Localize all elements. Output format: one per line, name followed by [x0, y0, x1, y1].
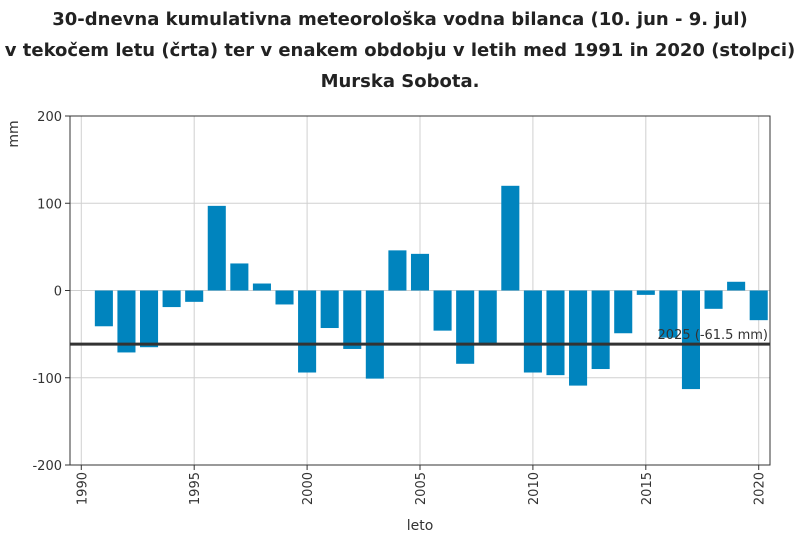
- x-tick-label: 2010: [527, 472, 542, 505]
- title-line-3: Murska Sobota.: [320, 71, 480, 92]
- y-tick-label: -200: [32, 459, 62, 474]
- bar: [749, 290, 768, 321]
- y-tick-label: -100: [32, 372, 62, 387]
- y-tick-label: 0: [54, 285, 62, 300]
- bar: [117, 290, 136, 353]
- bar: [636, 290, 655, 295]
- x-tick-label: 1990: [75, 472, 90, 505]
- y-tick-label: 100: [37, 197, 62, 212]
- bar: [591, 290, 610, 370]
- bar: [681, 290, 700, 390]
- bar: [320, 290, 339, 329]
- chart-title: 30-dnevna kumulativna meteorološka vodna…: [0, 4, 800, 97]
- reference-line-label: 2025 (-61.5 mm): [658, 328, 768, 343]
- bar: [343, 290, 362, 349]
- bars: [94, 185, 768, 390]
- bar: [185, 290, 204, 302]
- bar: [501, 185, 520, 291]
- x-tick-label: 2015: [640, 472, 655, 505]
- x-tick-label: 2000: [301, 472, 316, 505]
- bar: [478, 290, 497, 344]
- x-axis-label: leto: [407, 518, 434, 534]
- bar: [569, 290, 588, 386]
- bar: [230, 263, 249, 291]
- bar: [298, 290, 317, 373]
- y-axis-label: mm: [6, 120, 22, 147]
- bar: [456, 290, 475, 364]
- x-tick-label: 2005: [414, 472, 429, 505]
- bar: [162, 290, 181, 308]
- x-tick-label: 1995: [188, 472, 203, 505]
- bar: [433, 290, 452, 331]
- reference-line-group: 2025 (-61.5 mm): [70, 328, 770, 346]
- bar: [546, 290, 565, 376]
- bar: [252, 283, 271, 291]
- bar: [207, 205, 226, 291]
- bar: [523, 290, 542, 373]
- bar: [388, 250, 407, 291]
- bar: [94, 290, 113, 327]
- bar: [410, 253, 430, 291]
- bar: [140, 290, 159, 348]
- x-tick-label: 2020: [753, 472, 768, 505]
- axis-ticks: -200 -100 0 100 200 1990 1995 2000 2005 2010 2015 2…: [32, 110, 767, 505]
- y-tick-label: 200: [37, 110, 62, 125]
- bar: [365, 290, 384, 379]
- bar: [614, 290, 633, 334]
- title-line-2: v tekočem letu (črta) ter v enakem obdob…: [4, 40, 796, 61]
- title-line-1: 30-dnevna kumulativna meteorološka vodna…: [52, 9, 748, 30]
- bar: [727, 281, 746, 291]
- bar: [704, 290, 723, 309]
- bar: [275, 290, 294, 305]
- bar: [659, 290, 678, 338]
